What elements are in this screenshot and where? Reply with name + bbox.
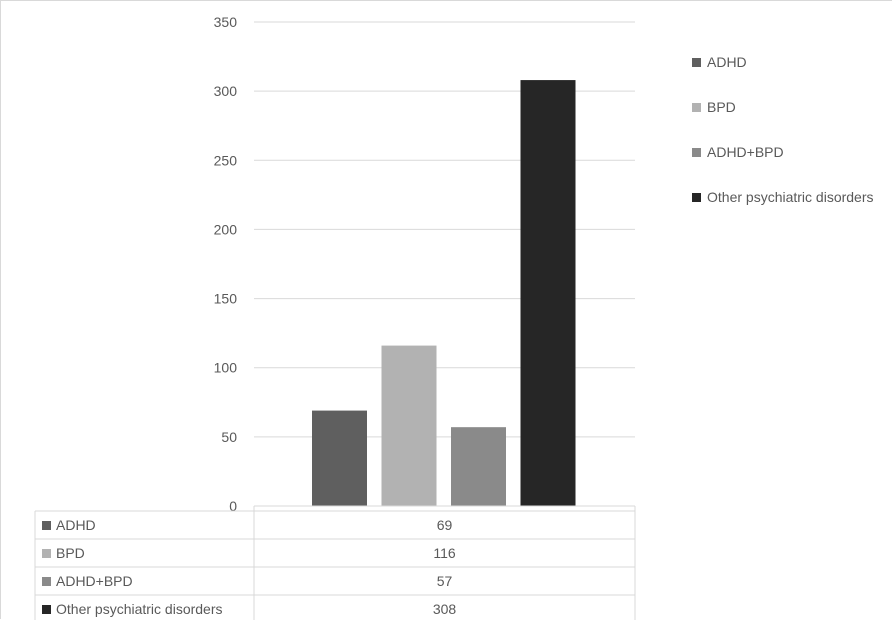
bar-other-psychiatric-disorders bbox=[520, 80, 576, 506]
legend-swatch bbox=[692, 103, 701, 112]
legend-label: Other psychiatric disorders bbox=[707, 189, 874, 205]
table-series-label: ADHD bbox=[56, 517, 96, 533]
legend-label: ADHD bbox=[707, 54, 747, 70]
legend-label: ADHD+BPD bbox=[707, 144, 784, 160]
table-swatch bbox=[42, 577, 51, 586]
y-tick-label: 100 bbox=[214, 360, 238, 376]
table-swatch bbox=[42, 605, 51, 614]
legend-swatch bbox=[692, 148, 701, 157]
y-tick-label: 0 bbox=[229, 498, 237, 514]
table-series-label: ADHD+BPD bbox=[56, 573, 133, 589]
legend-label: BPD bbox=[707, 99, 736, 115]
legend-swatch bbox=[692, 58, 701, 67]
legend-swatch bbox=[692, 193, 701, 202]
bar-bpd bbox=[381, 345, 437, 506]
legend: ADHD BPD ADHD+BPD Other psychiatric disorde… bbox=[692, 54, 874, 205]
table-value: 57 bbox=[437, 573, 453, 589]
table-value: 308 bbox=[433, 601, 457, 617]
table-value: 116 bbox=[433, 545, 456, 561]
table-series-label: BPD bbox=[56, 545, 85, 561]
y-tick-label: 250 bbox=[214, 152, 238, 168]
bars bbox=[312, 80, 576, 506]
y-tick-label: 300 bbox=[214, 83, 238, 99]
bar-adhd bbox=[312, 410, 367, 506]
y-tick-label: 150 bbox=[214, 291, 238, 307]
bar-adhd-bpd bbox=[451, 427, 506, 506]
gridlines bbox=[254, 21, 635, 507]
data-table: ADHD 69 BPD 116 ADHD+BPD 57 Other psychiatric … bbox=[34, 505, 636, 620]
y-tick-label: 50 bbox=[221, 429, 237, 445]
y-tick-label: 350 bbox=[214, 14, 238, 30]
table-swatch bbox=[42, 521, 51, 530]
table-series-label: Other psychiatric disorders bbox=[56, 601, 223, 617]
table-swatch bbox=[42, 549, 51, 558]
y-axis-tick-labels: 0 50 100 150 200 250 300 350 bbox=[214, 14, 238, 514]
table-value: 69 bbox=[437, 517, 453, 533]
y-tick-label: 200 bbox=[214, 221, 238, 237]
